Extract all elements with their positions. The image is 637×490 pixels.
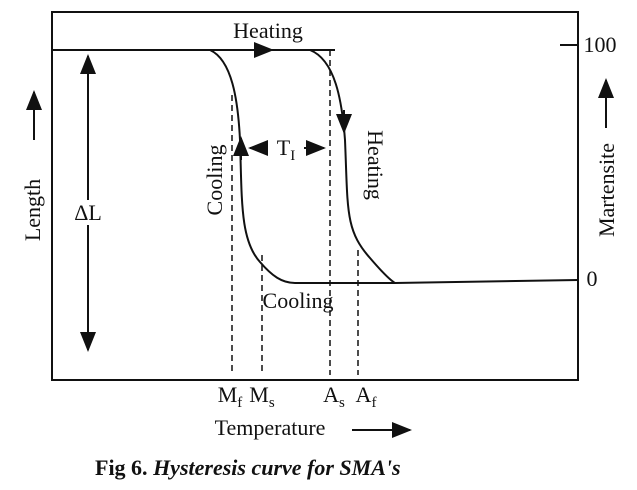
delta-label: ΔL [74, 200, 102, 225]
heating-top-label: Heating [233, 18, 303, 43]
temperature-sub: s [339, 395, 345, 411]
temperature-label: As [323, 382, 345, 411]
temperature-label: Ms [249, 382, 275, 411]
temperature-base: A [356, 382, 372, 407]
tick-label-100: 100 [584, 32, 617, 57]
caption: Fig 6. Hysteresis curve for SMA's [95, 455, 401, 480]
temperature-sub: s [269, 395, 275, 411]
heating-label: Heating [363, 130, 388, 200]
temperature-labels: Mf Ms As Af [218, 382, 377, 411]
ti-label: TI [277, 135, 295, 164]
temperature-base: M [249, 382, 269, 407]
caption-number: Fig 6. [95, 455, 148, 480]
temperature-base: M [218, 382, 238, 407]
frame [51, 11, 579, 381]
bottom-cooling-label: Cooling [263, 288, 334, 313]
cooling-curve [209, 49, 395, 284]
temperature-sub: f [371, 395, 376, 411]
temperature-base: A [323, 382, 339, 407]
heating-curve [309, 49, 579, 285]
tick-label-0: 0 [587, 266, 598, 291]
cooling-label: Cooling [202, 145, 227, 216]
ti-base: T [277, 135, 291, 160]
length-label: Length [20, 179, 45, 241]
ti-sub: I [290, 148, 295, 164]
x-label: Temperature [215, 415, 326, 440]
temperature-label: Af [356, 382, 377, 411]
temperature-label: Mf [218, 382, 243, 411]
temperature-sub: f [237, 395, 242, 411]
martensite-label: Martensite [594, 143, 619, 237]
caption-text: Hysteresis curve for SMA's [152, 455, 401, 480]
